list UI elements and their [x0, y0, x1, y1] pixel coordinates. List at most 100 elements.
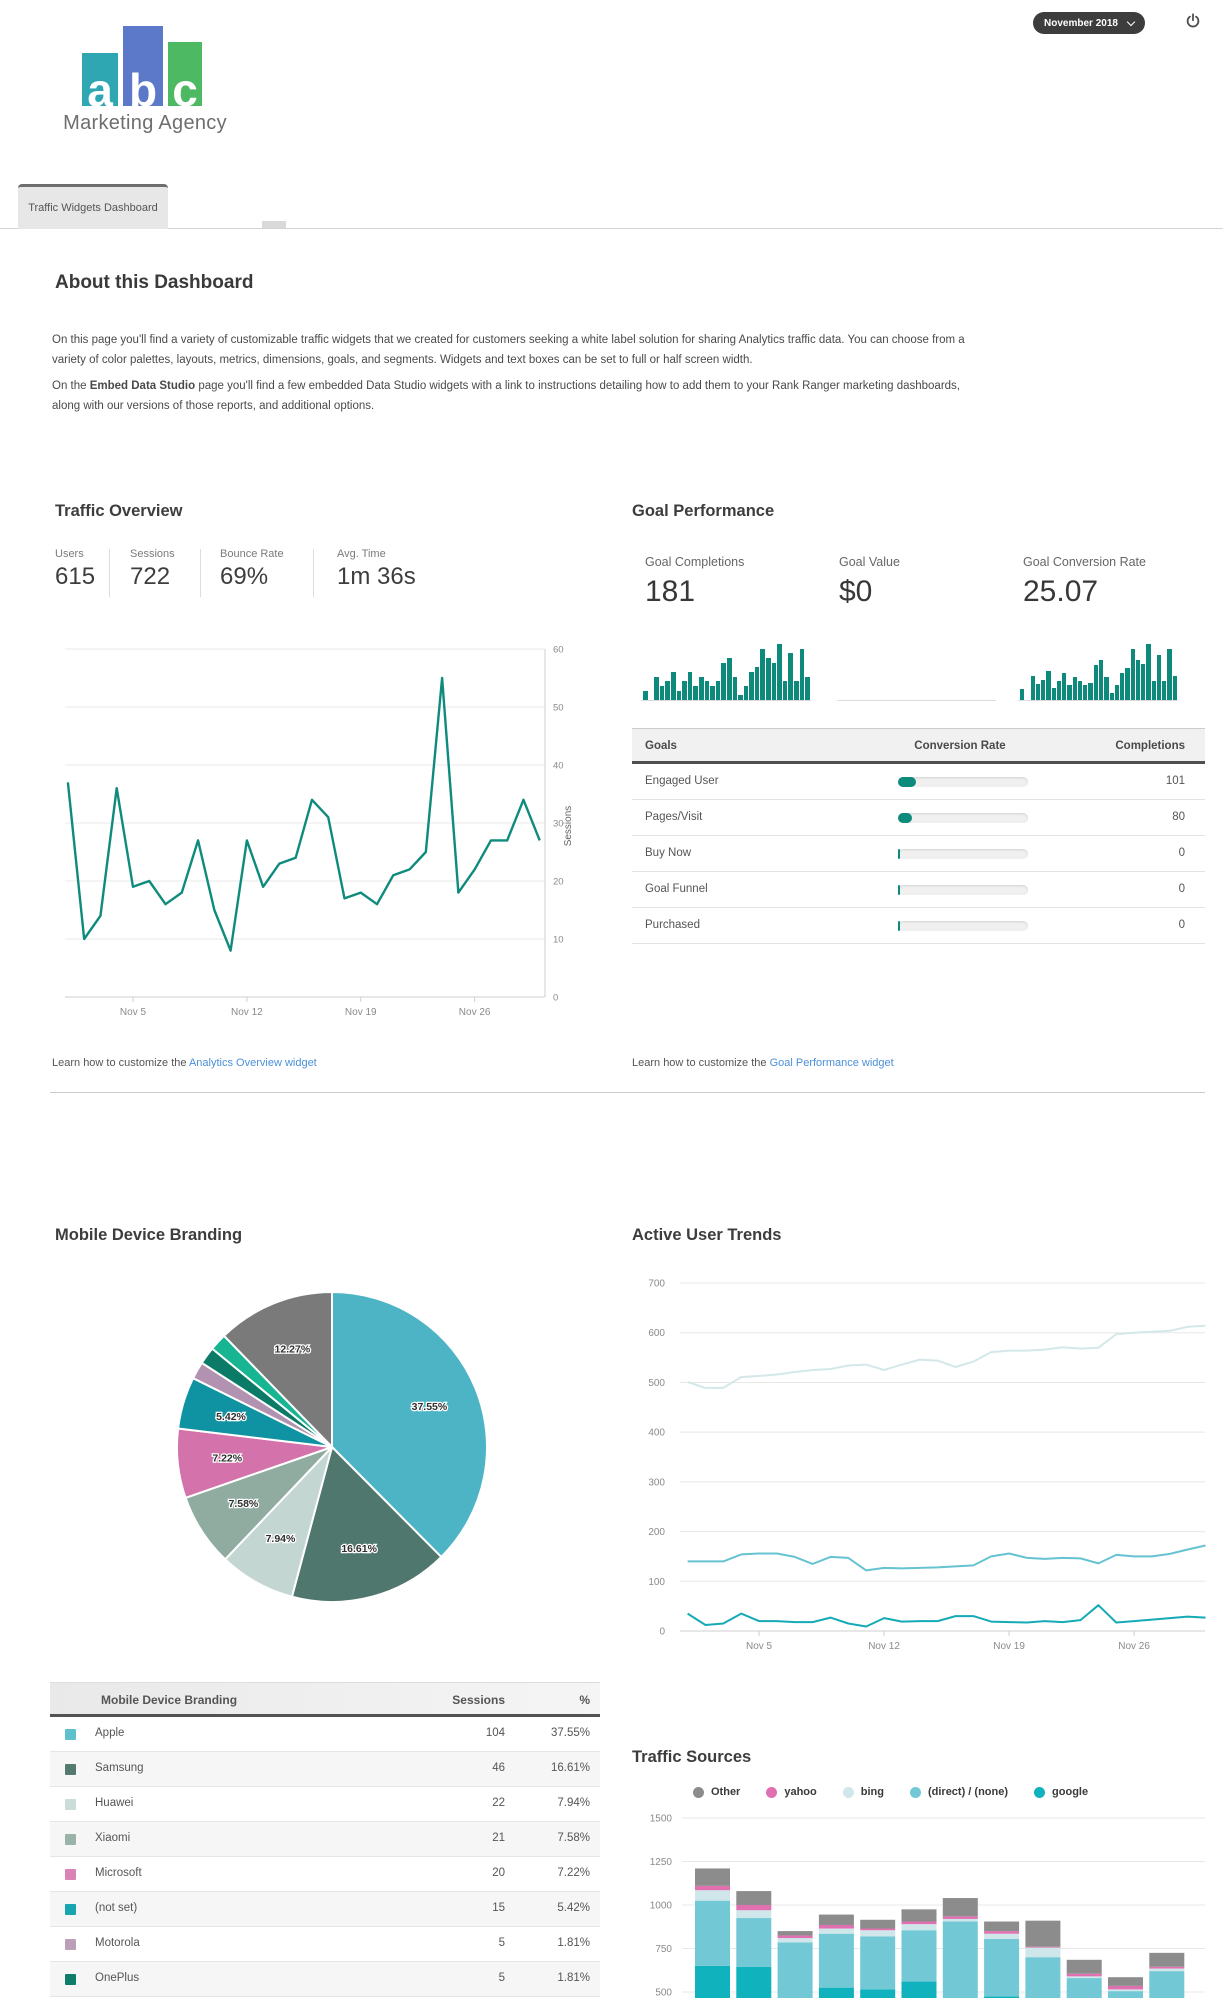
conversion-rate-bar	[898, 885, 1028, 895]
series-swatch	[65, 1974, 76, 1985]
mobile-branding-title: Mobile Device Branding	[55, 1226, 243, 1244]
svg-text:500: 500	[648, 1378, 665, 1389]
series-swatch	[65, 1939, 76, 1950]
stat-avg-time: Avg. Time 1m 36s	[337, 548, 416, 590]
mobile-table-header: Mobile Device Branding Sessions %	[50, 1682, 600, 1717]
logo-bar-a: a	[82, 53, 118, 113]
table-row[interactable]: Motorola 5 1.81%	[50, 1927, 600, 1962]
svg-text:200: 200	[648, 1527, 665, 1538]
svg-text:20: 20	[553, 877, 564, 888]
svg-text:Nov 26: Nov 26	[459, 1007, 491, 1018]
legend-item-bing: bing	[842, 1786, 884, 1798]
series-swatch	[65, 1834, 76, 1845]
table-row[interactable]: Buy Now 0	[632, 836, 1205, 872]
table-row[interactable]: Purchased 0	[632, 908, 1205, 944]
svg-text:7.22%: 7.22%	[212, 1452, 242, 1464]
table-row[interactable]: Pages/Visit 80	[632, 800, 1205, 836]
traffic-overview-title: Traffic Overview	[55, 502, 183, 520]
table-row[interactable]: Huawei 22 7.94%	[50, 1787, 600, 1822]
tab-sliver	[262, 221, 286, 228]
conversion-rate-bar	[898, 777, 1028, 787]
tab-label: Traffic Widgets Dashboard	[28, 202, 158, 214]
mobile-branding-table: Mobile Device Branding Sessions % Apple …	[50, 1682, 600, 1997]
stat-goal-completions: Goal Completions 181	[645, 555, 745, 608]
svg-text:Nov 26: Nov 26	[1118, 1641, 1150, 1652]
svg-text:40: 40	[553, 761, 564, 772]
table-row[interactable]: Xiaomi 21 7.58%	[50, 1822, 600, 1857]
svg-text:300: 300	[648, 1477, 665, 1488]
stat-bounce-rate: Bounce Rate 69%	[220, 548, 284, 590]
tabstrip-divider	[0, 228, 1223, 229]
legend-item-other: Other	[693, 1786, 740, 1798]
section-divider	[50, 1092, 1205, 1093]
svg-text:Nov 5: Nov 5	[746, 1641, 773, 1652]
goals-table: Goals Conversion Rate Completions Engage…	[632, 728, 1205, 944]
logo-letter-c: c	[172, 64, 198, 116]
date-range-label: November 2018	[1044, 17, 1118, 29]
table-row[interactable]: Samsung 46 16.61%	[50, 1752, 600, 1787]
learn-analytics-overview: Learn how to customize the Analytics Ove…	[52, 1057, 317, 1069]
power-button[interactable]	[1183, 12, 1203, 32]
legend-dot	[766, 1786, 778, 1798]
table-row[interactable]: Goal Funnel 0	[632, 872, 1205, 908]
stat-goal-value: Goal Value $0	[839, 555, 900, 608]
legend-dot	[842, 1786, 854, 1798]
series-swatch	[65, 1869, 76, 1880]
goal-conversion-sparkline	[1020, 644, 1178, 700]
about-paragraph-2: On the Embed Data Studio page you'll fin…	[52, 380, 960, 412]
legend-dot	[909, 1786, 921, 1798]
goal-performance-widget-link[interactable]: Goal Performance widget	[769, 1057, 894, 1069]
table-row[interactable]: (not set) 15 5.42%	[50, 1892, 600, 1927]
series-swatch	[65, 1904, 76, 1915]
table-row[interactable]: Apple 104 37.55%	[50, 1717, 600, 1752]
svg-text:7.94%: 7.94%	[266, 1533, 296, 1545]
logo: a b c	[82, 26, 202, 113]
stat-divider	[313, 549, 314, 597]
svg-text:700: 700	[648, 1279, 665, 1290]
svg-text:100: 100	[648, 1577, 665, 1588]
series-swatch	[65, 1729, 76, 1740]
svg-text:16.61%: 16.61%	[341, 1543, 377, 1555]
embed-data-studio-emphasis: Embed Data Studio	[89, 380, 196, 392]
svg-text:Nov 19: Nov 19	[993, 1641, 1025, 1652]
about-paragraph-1: On this page you'll find a variety of cu…	[52, 334, 965, 366]
table-row[interactable]: OnePlus 5 1.81%	[50, 1962, 600, 1997]
logo-bar-b: b	[123, 26, 163, 113]
traffic-sources-bar-chart: 500 750 1000 1250 1500	[650, 1814, 1205, 1998]
logo-letter-a: a	[87, 64, 113, 116]
svg-text:Nov 5: Nov 5	[120, 1007, 147, 1018]
series-swatch	[65, 1764, 76, 1775]
svg-text:Nov 12: Nov 12	[868, 1641, 900, 1652]
date-range-selector[interactable]: November 2018	[1033, 12, 1145, 34]
active-user-trends-chart: 0 100 200 300 400 500 600 700 Nov 5 Nov 12 Nov 19 N…	[648, 1279, 1206, 1652]
sparkline-baseline	[837, 700, 996, 701]
table-row[interactable]: Microsoft 20 7.22%	[50, 1857, 600, 1892]
svg-text:50: 50	[553, 703, 564, 714]
legend-dot	[693, 1786, 704, 1798]
svg-text:Sessions: Sessions	[563, 806, 574, 847]
logo-bar-c: c	[168, 42, 202, 113]
table-row[interactable]: Engaged User 101	[632, 764, 1205, 800]
svg-text:Nov 19: Nov 19	[345, 1007, 377, 1018]
svg-text:1500: 1500	[650, 1814, 673, 1825]
series-swatch	[65, 1799, 76, 1810]
about-title: About this Dashboard	[55, 272, 254, 293]
svg-text:30: 30	[553, 819, 564, 830]
svg-text:10: 10	[553, 935, 564, 946]
traffic-sources-title: Traffic Sources	[632, 1748, 752, 1766]
svg-text:0: 0	[553, 993, 558, 1004]
legend-item-google: google	[1034, 1786, 1088, 1798]
stat-sessions: Sessions 722	[130, 548, 175, 590]
svg-text:1250: 1250	[650, 1857, 673, 1868]
goal-completions-sparkline	[643, 644, 811, 700]
goals-table-header: Goals Conversion Rate Completions	[632, 728, 1205, 764]
svg-text:37.55%: 37.55%	[412, 1401, 448, 1413]
sparkline-baseline	[1018, 700, 1178, 701]
tab-traffic-widgets-dashboard[interactable]: Traffic Widgets Dashboard	[18, 184, 168, 229]
stat-divider	[200, 549, 201, 597]
learn-goal-performance: Learn how to customize the Goal Performa…	[632, 1057, 894, 1069]
sparkline-baseline	[641, 700, 811, 701]
analytics-overview-widget-link[interactable]: Analytics Overview widget	[188, 1057, 317, 1069]
power-icon	[1186, 13, 1200, 28]
